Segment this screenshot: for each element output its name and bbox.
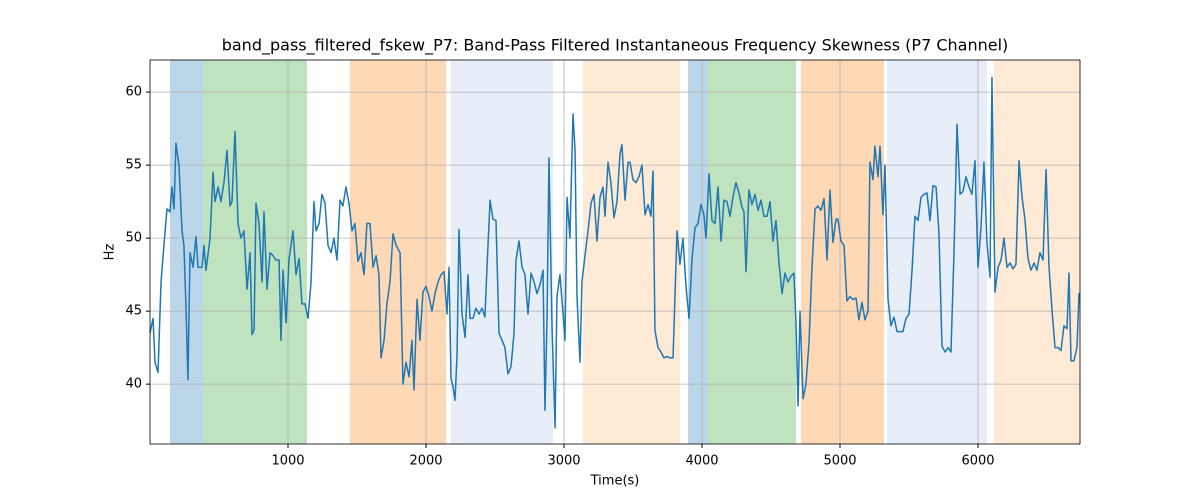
x-tick-label: 4000 [685,454,718,469]
data-line [149,76,1080,429]
y-tick-label: 45 [125,304,142,319]
y-tick-label: 55 [125,158,142,173]
y-tick-label: 60 [125,85,142,100]
x-tick-label: 6000 [961,454,994,469]
x-tick-label: 3000 [547,454,580,469]
plot-frame [149,59,1081,445]
x-axis-label: Time(s) [590,474,640,489]
y-tick-label: 40 [125,377,142,392]
shaded-span [583,60,681,444]
shaded-span [688,60,708,444]
chart-title: band_pass_filtered_fskew_P7: Band-Pass F… [222,36,1009,56]
x-tick-label: 2000 [409,454,442,469]
shaded-span [887,60,987,444]
shaded-span [800,60,885,444]
shaded-span [170,60,203,444]
shaded-span [707,60,796,444]
y-axis-label: Hz [103,244,118,261]
y-tick-label: 50 [125,231,142,246]
x-tick-label: 1000 [271,454,304,469]
shaded-span [994,60,1080,444]
shaded-span [450,60,553,444]
shaded-span [349,60,447,444]
x-tick-label: 5000 [823,454,856,469]
